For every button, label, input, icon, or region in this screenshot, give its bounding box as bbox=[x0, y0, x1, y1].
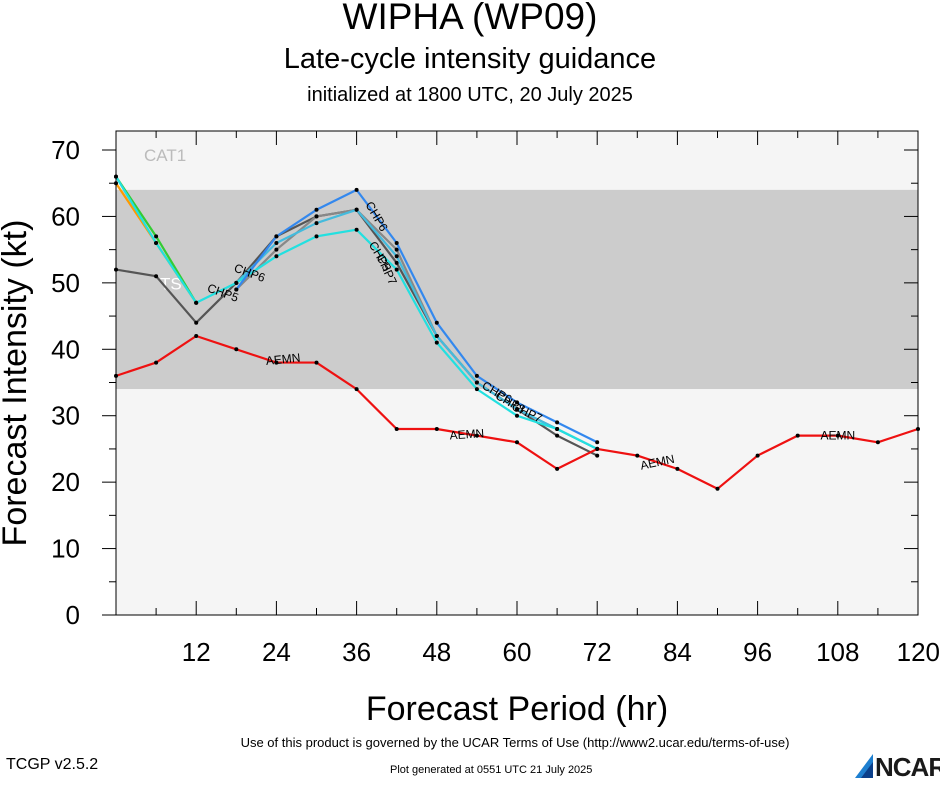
data-point-series-1 bbox=[154, 274, 159, 279]
data-point-series-4 bbox=[314, 214, 319, 219]
data-point-aemn bbox=[234, 347, 239, 352]
ncar-logo: NCAR bbox=[853, 752, 940, 782]
data-point-aemn bbox=[675, 466, 680, 471]
y-tick-label: 10 bbox=[51, 534, 80, 564]
data-point-aemn bbox=[555, 466, 560, 471]
y-axis-label: Forecast Intensity (kt) bbox=[0, 220, 34, 547]
data-point-aemn bbox=[434, 427, 439, 431]
y-tick-label: 30 bbox=[51, 401, 80, 431]
x-tick-label: 96 bbox=[743, 637, 772, 667]
x-tick-label: 36 bbox=[342, 637, 371, 667]
line-label-aemn: AEMN bbox=[265, 350, 301, 368]
data-point-series-3 bbox=[274, 241, 279, 245]
x-tick-label: 12 bbox=[182, 637, 211, 667]
data-point-aemn bbox=[474, 433, 479, 438]
data-point-series-3 bbox=[394, 254, 399, 259]
y-tick-label: 50 bbox=[51, 268, 80, 298]
data-point-aemn bbox=[875, 440, 880, 445]
data-point-chp6 bbox=[474, 373, 479, 378]
data-point-chp6 bbox=[595, 440, 600, 445]
ncar-logo-text: NCAR bbox=[875, 752, 940, 782]
data-point-chp6 bbox=[434, 320, 439, 325]
y-tick-label: 60 bbox=[51, 201, 80, 231]
data-point-aemn bbox=[274, 360, 279, 365]
data-point-chp7 bbox=[394, 267, 399, 272]
data-point-chp7 bbox=[234, 280, 239, 285]
version-label: TCGP v2.5.2 bbox=[6, 756, 99, 773]
data-point-chp6 bbox=[234, 287, 239, 292]
data-point-aemn bbox=[795, 433, 800, 438]
data-point-chp7 bbox=[274, 254, 279, 259]
line-label-aemn: AEMN bbox=[449, 426, 485, 442]
generated-timestamp: Plot generated at 0551 UTC 21 July 2025 bbox=[390, 764, 593, 776]
chart-subtitle: Late-cycle intensity guidance bbox=[283, 43, 657, 75]
data-point-aemn bbox=[314, 360, 319, 365]
data-point-series-3 bbox=[515, 407, 519, 412]
initialization-line: initialized at 1800 UTC, 20 July 2025 bbox=[307, 84, 633, 106]
data-point-aemn bbox=[595, 446, 600, 451]
y-tick-label: 20 bbox=[51, 467, 80, 497]
data-point-chp7 bbox=[354, 227, 359, 232]
y-tick-label: 40 bbox=[51, 334, 80, 364]
data-point-chp6 bbox=[354, 187, 359, 192]
data-point-aemn bbox=[354, 387, 359, 392]
terms-of-use-notice: Use of this product is governed by the U… bbox=[240, 735, 790, 750]
series-layer bbox=[114, 174, 920, 491]
data-point-chp7 bbox=[555, 427, 560, 431]
data-point-series-3 bbox=[314, 221, 319, 226]
data-point-chp7 bbox=[434, 340, 439, 345]
data-point-series-4 bbox=[394, 247, 399, 252]
data-point-series-3 bbox=[434, 334, 439, 338]
series-line-chp6 bbox=[235, 188, 598, 444]
intensity-bands: CAT1 TS bbox=[116, 131, 918, 615]
data-point-chp6 bbox=[555, 420, 560, 425]
data-point-aemn bbox=[755, 453, 760, 458]
x-tick-label: 24 bbox=[262, 637, 291, 667]
data-point-series-3 bbox=[474, 380, 479, 385]
data-point-chp7 bbox=[154, 241, 159, 245]
x-tick-label: 60 bbox=[503, 637, 532, 667]
data-point-chp7 bbox=[515, 413, 519, 418]
data-point-series-1 bbox=[595, 453, 600, 458]
data-point-aemn bbox=[715, 486, 720, 491]
band-ts bbox=[116, 189, 918, 390]
data-point-aemn bbox=[515, 440, 519, 445]
data-point-series-1 bbox=[555, 433, 560, 438]
y-tick-label: 0 bbox=[66, 600, 80, 630]
data-point-chp6 bbox=[314, 207, 319, 212]
data-point-chp6 bbox=[394, 241, 399, 245]
x-tick-label: 108 bbox=[816, 637, 859, 667]
x-axis-label: Forecast Period (hr) bbox=[366, 690, 668, 728]
y-tick-label: 70 bbox=[51, 135, 80, 165]
data-point-series-4 bbox=[274, 247, 279, 252]
data-point-chp7 bbox=[314, 234, 319, 239]
data-point-series-6 bbox=[154, 234, 159, 239]
band-label-cat1: CAT1 bbox=[144, 146, 186, 165]
data-point-chp6 bbox=[274, 234, 279, 239]
axis-ticks: 12 24 36 48 60 72 84 96 108 120 0 10 20 30 40 50 60 70 bbox=[51, 131, 940, 667]
data-point-chp7 bbox=[194, 300, 199, 305]
band-label-ts: TS bbox=[160, 275, 182, 294]
x-tick-label: 84 bbox=[663, 637, 692, 667]
data-point-aemn bbox=[394, 427, 399, 431]
chart-title: WIPHA (WP09) bbox=[342, 0, 598, 37]
data-point-aemn bbox=[635, 453, 640, 458]
ncar-logo-mark-icon bbox=[855, 754, 873, 778]
series-line-series-3 bbox=[235, 208, 598, 450]
data-point-series-3 bbox=[354, 207, 359, 212]
data-point-chp6 bbox=[515, 400, 519, 405]
data-point-chp7 bbox=[474, 387, 479, 392]
plot-frame bbox=[115, 130, 919, 616]
data-point-series-1 bbox=[394, 260, 399, 265]
band-below-ts bbox=[116, 389, 918, 615]
data-point-aemn bbox=[154, 360, 159, 365]
data-point-aemn bbox=[835, 433, 840, 438]
x-tick-label: 48 bbox=[422, 637, 451, 667]
x-tick-label: 72 bbox=[583, 637, 612, 667]
line-label-aemn: AEMN bbox=[820, 429, 855, 443]
x-tick-label: 120 bbox=[897, 637, 940, 667]
data-point-series-1 bbox=[194, 320, 199, 325]
data-point-aemn bbox=[194, 334, 199, 338]
